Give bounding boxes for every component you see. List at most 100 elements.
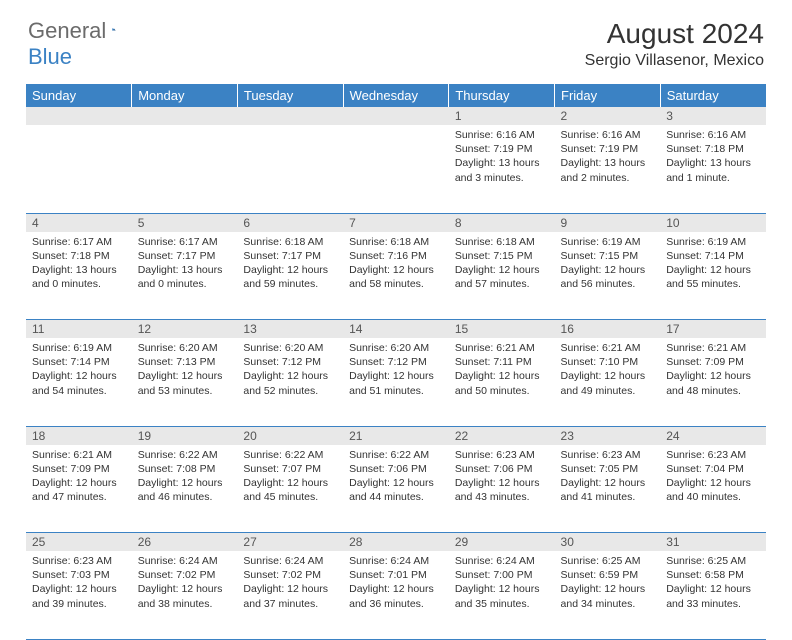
- sunset-line: Sunset: 7:06 PM: [455, 462, 549, 476]
- day-number-cell: 26: [132, 533, 238, 552]
- sunset-line: Sunset: 6:58 PM: [666, 568, 760, 582]
- sunrise-line: Sunrise: 6:20 AM: [349, 341, 443, 355]
- day-content-cell: Sunrise: 6:21 AMSunset: 7:10 PMDaylight:…: [555, 338, 661, 426]
- day-content-row: Sunrise: 6:19 AMSunset: 7:14 PMDaylight:…: [26, 338, 766, 426]
- sunrise-line: Sunrise: 6:24 AM: [138, 554, 232, 568]
- day-content-cell: Sunrise: 6:19 AMSunset: 7:15 PMDaylight:…: [555, 232, 661, 320]
- day-details: Sunrise: 6:24 AMSunset: 7:00 PMDaylight:…: [449, 551, 555, 615]
- day-number-cell: 21: [343, 426, 449, 445]
- sunset-line: Sunset: 7:09 PM: [666, 355, 760, 369]
- sunrise-line: Sunrise: 6:25 AM: [666, 554, 760, 568]
- day-content-cell: Sunrise: 6:25 AMSunset: 6:59 PMDaylight:…: [555, 551, 661, 639]
- day-details: Sunrise: 6:21 AMSunset: 7:11 PMDaylight:…: [449, 338, 555, 402]
- day-content-cell: Sunrise: 6:23 AMSunset: 7:06 PMDaylight:…: [449, 445, 555, 533]
- sunrise-line: Sunrise: 6:19 AM: [666, 235, 760, 249]
- month-title: August 2024: [585, 18, 764, 50]
- sunrise-line: Sunrise: 6:22 AM: [349, 448, 443, 462]
- daylight-line: Daylight: 13 hours and 0 minutes.: [32, 263, 126, 291]
- day-content-row: Sunrise: 6:16 AMSunset: 7:19 PMDaylight:…: [26, 125, 766, 213]
- day-number-cell: 14: [343, 320, 449, 339]
- sunrise-line: Sunrise: 6:23 AM: [561, 448, 655, 462]
- day-number-cell: 9: [555, 213, 661, 232]
- day-number-cell: 2: [555, 107, 661, 125]
- sunrise-line: Sunrise: 6:23 AM: [32, 554, 126, 568]
- day-number-cell: 17: [660, 320, 766, 339]
- day-details: Sunrise: 6:21 AMSunset: 7:09 PMDaylight:…: [660, 338, 766, 402]
- day-content-cell: Sunrise: 6:18 AMSunset: 7:17 PMDaylight:…: [237, 232, 343, 320]
- day-content-cell: Sunrise: 6:18 AMSunset: 7:16 PMDaylight:…: [343, 232, 449, 320]
- daylight-line: Daylight: 13 hours and 3 minutes.: [455, 156, 549, 184]
- day-number-cell: 24: [660, 426, 766, 445]
- daylight-line: Daylight: 12 hours and 46 minutes.: [138, 476, 232, 504]
- day-details: Sunrise: 6:23 AMSunset: 7:04 PMDaylight:…: [660, 445, 766, 509]
- day-content-cell: Sunrise: 6:20 AMSunset: 7:12 PMDaylight:…: [343, 338, 449, 426]
- sunrise-line: Sunrise: 6:20 AM: [243, 341, 337, 355]
- day-content-cell: Sunrise: 6:23 AMSunset: 7:03 PMDaylight:…: [26, 551, 132, 639]
- day-content-cell: Sunrise: 6:20 AMSunset: 7:13 PMDaylight:…: [132, 338, 238, 426]
- day-number-cell: 27: [237, 533, 343, 552]
- day-details: Sunrise: 6:20 AMSunset: 7:12 PMDaylight:…: [343, 338, 449, 402]
- day-details: Sunrise: 6:17 AMSunset: 7:17 PMDaylight:…: [132, 232, 238, 296]
- daylight-line: Daylight: 12 hours and 35 minutes.: [455, 582, 549, 610]
- day-number-cell: [26, 107, 132, 125]
- sunrise-line: Sunrise: 6:24 AM: [243, 554, 337, 568]
- calendar-table: Sunday Monday Tuesday Wednesday Thursday…: [26, 84, 766, 640]
- day-number-cell: 18: [26, 426, 132, 445]
- sunset-line: Sunset: 7:15 PM: [561, 249, 655, 263]
- day-content-row: Sunrise: 6:23 AMSunset: 7:03 PMDaylight:…: [26, 551, 766, 639]
- day-number-cell: 13: [237, 320, 343, 339]
- day-content-cell: Sunrise: 6:24 AMSunset: 7:02 PMDaylight:…: [237, 551, 343, 639]
- day-content-row: Sunrise: 6:17 AMSunset: 7:18 PMDaylight:…: [26, 232, 766, 320]
- day-details: Sunrise: 6:16 AMSunset: 7:19 PMDaylight:…: [555, 125, 661, 189]
- daylight-line: Daylight: 12 hours and 49 minutes.: [561, 369, 655, 397]
- day-content-cell: Sunrise: 6:24 AMSunset: 7:02 PMDaylight:…: [132, 551, 238, 639]
- day-content-cell: Sunrise: 6:17 AMSunset: 7:17 PMDaylight:…: [132, 232, 238, 320]
- daylight-line: Daylight: 12 hours and 40 minutes.: [666, 476, 760, 504]
- sunset-line: Sunset: 7:12 PM: [243, 355, 337, 369]
- daylight-line: Daylight: 12 hours and 43 minutes.: [455, 476, 549, 504]
- daylight-line: Daylight: 13 hours and 2 minutes.: [561, 156, 655, 184]
- day-content-cell: Sunrise: 6:21 AMSunset: 7:09 PMDaylight:…: [26, 445, 132, 533]
- sunset-line: Sunset: 7:15 PM: [455, 249, 549, 263]
- logo-text-a: General: [28, 18, 106, 44]
- day-details: Sunrise: 6:23 AMSunset: 7:03 PMDaylight:…: [26, 551, 132, 615]
- day-content-cell: Sunrise: 6:22 AMSunset: 7:08 PMDaylight:…: [132, 445, 238, 533]
- day-number-cell: 28: [343, 533, 449, 552]
- day-content-cell: Sunrise: 6:24 AMSunset: 7:01 PMDaylight:…: [343, 551, 449, 639]
- daylight-line: Daylight: 12 hours and 55 minutes.: [666, 263, 760, 291]
- sunset-line: Sunset: 7:13 PM: [138, 355, 232, 369]
- daylight-line: Daylight: 12 hours and 59 minutes.: [243, 263, 337, 291]
- day-content-cell: Sunrise: 6:20 AMSunset: 7:12 PMDaylight:…: [237, 338, 343, 426]
- day-content-cell: [237, 125, 343, 213]
- day-details: Sunrise: 6:16 AMSunset: 7:19 PMDaylight:…: [449, 125, 555, 189]
- sunrise-line: Sunrise: 6:21 AM: [666, 341, 760, 355]
- weekday-header: Wednesday: [343, 84, 449, 107]
- day-number-cell: 6: [237, 213, 343, 232]
- day-details: Sunrise: 6:24 AMSunset: 7:01 PMDaylight:…: [343, 551, 449, 615]
- sunset-line: Sunset: 7:19 PM: [455, 142, 549, 156]
- sunset-line: Sunset: 7:18 PM: [666, 142, 760, 156]
- daylight-line: Daylight: 12 hours and 34 minutes.: [561, 582, 655, 610]
- day-details: Sunrise: 6:23 AMSunset: 7:05 PMDaylight:…: [555, 445, 661, 509]
- weekday-header: Monday: [132, 84, 238, 107]
- sunrise-line: Sunrise: 6:23 AM: [455, 448, 549, 462]
- sunrise-line: Sunrise: 6:21 AM: [561, 341, 655, 355]
- day-number-cell: 3: [660, 107, 766, 125]
- day-details: Sunrise: 6:22 AMSunset: 7:07 PMDaylight:…: [237, 445, 343, 509]
- day-number-cell: 1: [449, 107, 555, 125]
- day-number-cell: 15: [449, 320, 555, 339]
- day-content-cell: [132, 125, 238, 213]
- daylight-line: Daylight: 12 hours and 45 minutes.: [243, 476, 337, 504]
- day-number-row: 123: [26, 107, 766, 125]
- sunset-line: Sunset: 7:07 PM: [243, 462, 337, 476]
- day-number-row: 25262728293031: [26, 533, 766, 552]
- day-content-cell: Sunrise: 6:23 AMSunset: 7:04 PMDaylight:…: [660, 445, 766, 533]
- sunrise-line: Sunrise: 6:18 AM: [455, 235, 549, 249]
- sunset-line: Sunset: 7:14 PM: [32, 355, 126, 369]
- sunset-line: Sunset: 7:19 PM: [561, 142, 655, 156]
- daylight-line: Daylight: 12 hours and 50 minutes.: [455, 369, 549, 397]
- daylight-line: Daylight: 12 hours and 41 minutes.: [561, 476, 655, 504]
- daylight-line: Daylight: 12 hours and 36 minutes.: [349, 582, 443, 610]
- sunset-line: Sunset: 7:08 PM: [138, 462, 232, 476]
- day-number-cell: 5: [132, 213, 238, 232]
